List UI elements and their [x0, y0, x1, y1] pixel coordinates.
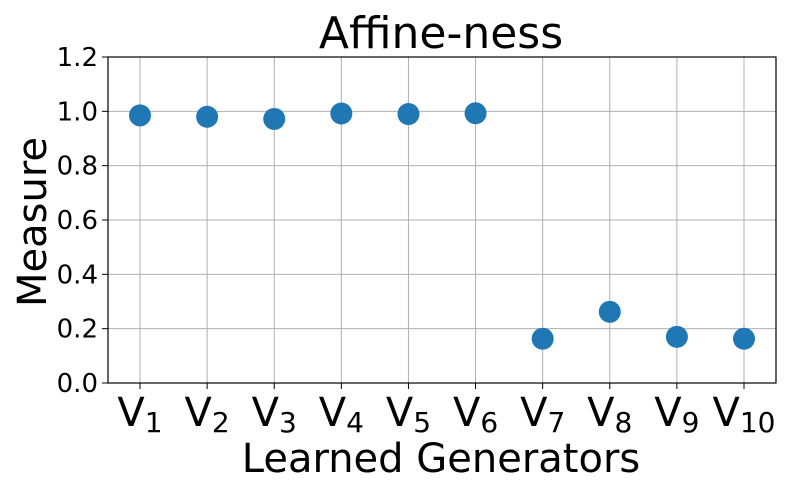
- data-point: [330, 102, 353, 125]
- x-tick-label: V3: [252, 390, 297, 439]
- x-tick-label-base: V: [654, 390, 682, 436]
- x-tick-label: V9: [654, 390, 699, 439]
- x-tick-label-subscript: 10: [740, 406, 776, 439]
- data-point: [733, 327, 755, 350]
- x-tick-label-base: V: [712, 390, 740, 436]
- y-tick-label: 0.2: [57, 315, 98, 345]
- y-axis: 0.0 0.2 0.4 0.6 0.8 1.0 1.2: [57, 43, 108, 399]
- x-tick-label-base: V: [319, 390, 347, 436]
- y-axis-label: Measure: [10, 137, 56, 307]
- x-tick-label-subscript: 9: [682, 406, 700, 439]
- x-tick-label-subscript: 5: [413, 406, 431, 439]
- x-tick-label-base: V: [117, 390, 145, 436]
- x-tick-label: V1: [117, 390, 162, 439]
- data-point: [531, 327, 554, 350]
- x-tick-label-base: V: [252, 390, 280, 436]
- chart-title: Affine-ness: [319, 8, 563, 59]
- y-tick-label: 0.6: [57, 206, 98, 236]
- x-tick-label-base: V: [185, 390, 213, 436]
- x-tick-label: V5: [386, 390, 431, 439]
- y-tick-label: 1.0: [57, 97, 98, 127]
- x-tick-label-base: V: [386, 390, 414, 436]
- x-tick-label-subscript: 6: [480, 406, 498, 439]
- x-tick-label: V10: [712, 390, 775, 439]
- x-tick-label-subscript: 7: [547, 406, 565, 439]
- x-tick-label-base: V: [587, 390, 615, 436]
- x-tick-label: V4: [319, 390, 364, 439]
- data-point: [598, 300, 621, 323]
- x-axis-label: Learned Generators: [242, 436, 640, 482]
- data-point: [397, 103, 420, 126]
- y-tick-label: 0.8: [57, 152, 98, 182]
- x-tick-label-base: V: [520, 390, 548, 436]
- data-point: [129, 104, 151, 127]
- y-tick-label: 0.0: [57, 369, 98, 399]
- x-tick-label-subscript: 3: [279, 406, 297, 439]
- y-tick-label: 1.2: [57, 43, 98, 73]
- data-point: [464, 102, 487, 125]
- x-tick-label-subscript: 8: [615, 406, 633, 439]
- x-tick-label-subscript: 1: [145, 406, 163, 439]
- data-point: [263, 107, 286, 130]
- x-tick-label-subscript: 2: [212, 406, 230, 439]
- x-tick-label-base: V: [453, 390, 481, 436]
- data-point: [196, 105, 219, 128]
- y-tick-label: 0.4: [57, 260, 98, 290]
- x-tick-label: V7: [520, 390, 565, 439]
- x-tick-label: V2: [185, 390, 230, 439]
- x-axis: V1 V2 V3 V4 V5 V6 V7 V8 V9 V10: [117, 383, 776, 439]
- x-tick-label: V8: [587, 390, 632, 439]
- data-point: [665, 325, 688, 348]
- x-tick-label-subscript: 4: [346, 406, 364, 439]
- x-tick-label: V6: [453, 390, 498, 439]
- data-series: [129, 102, 755, 350]
